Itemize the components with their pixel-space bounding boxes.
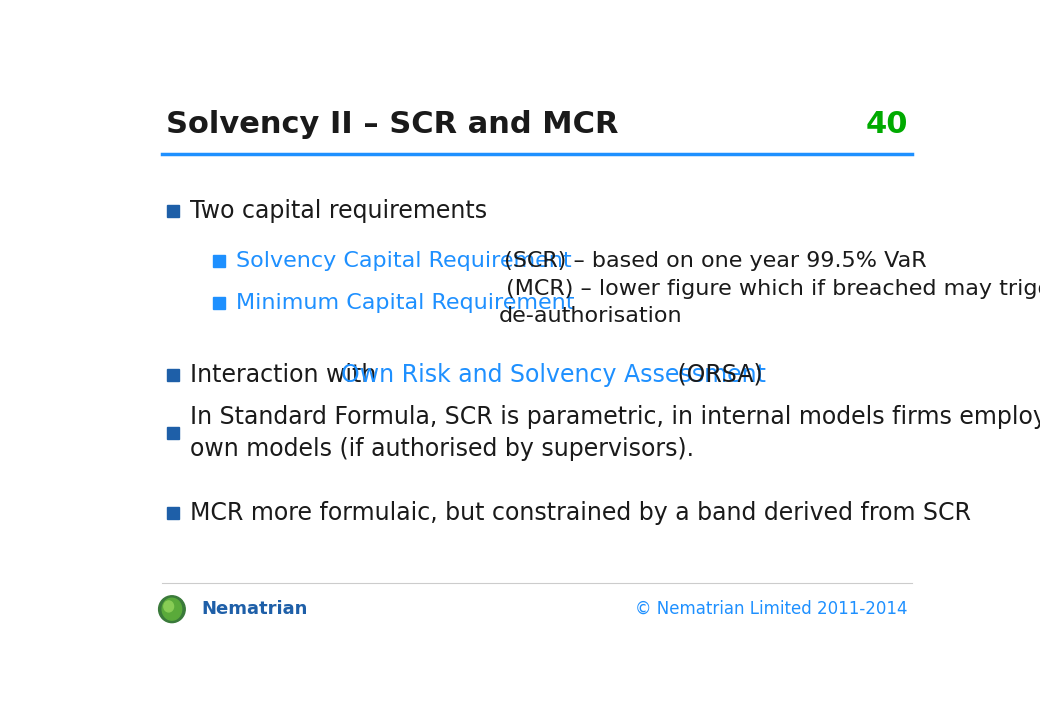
Text: Solvency Capital Requirement: Solvency Capital Requirement	[236, 251, 572, 271]
Text: 40: 40	[865, 110, 908, 139]
Text: Solvency II – SCR and MCR: Solvency II – SCR and MCR	[166, 110, 619, 139]
Text: Two capital requirements: Two capital requirements	[190, 199, 488, 223]
Text: (SCR) – based on one year 99.5% VaR: (SCR) – based on one year 99.5% VaR	[496, 251, 927, 271]
Text: Interaction with: Interaction with	[190, 363, 385, 387]
Text: (MCR) – lower figure which if breached may trigger
de-authorisation: (MCR) – lower figure which if breached m…	[499, 279, 1040, 326]
Ellipse shape	[162, 598, 182, 620]
Text: © Nematrian Limited 2011-2014: © Nematrian Limited 2011-2014	[635, 600, 908, 618]
Text: Minimum Capital Requirement: Minimum Capital Requirement	[236, 292, 575, 312]
Text: In Standard Formula, SCR is parametric, in internal models firms employ their
ow: In Standard Formula, SCR is parametric, …	[190, 405, 1040, 461]
Text: Nematrian: Nematrian	[201, 600, 307, 618]
Text: MCR more formulaic, but constrained by a band derived from SCR: MCR more formulaic, but constrained by a…	[190, 501, 971, 526]
Ellipse shape	[164, 601, 174, 612]
Ellipse shape	[159, 595, 185, 623]
Text: Own Risk and Solvency Assessment: Own Risk and Solvency Assessment	[341, 363, 765, 387]
Text: (ORSA): (ORSA)	[670, 363, 762, 387]
